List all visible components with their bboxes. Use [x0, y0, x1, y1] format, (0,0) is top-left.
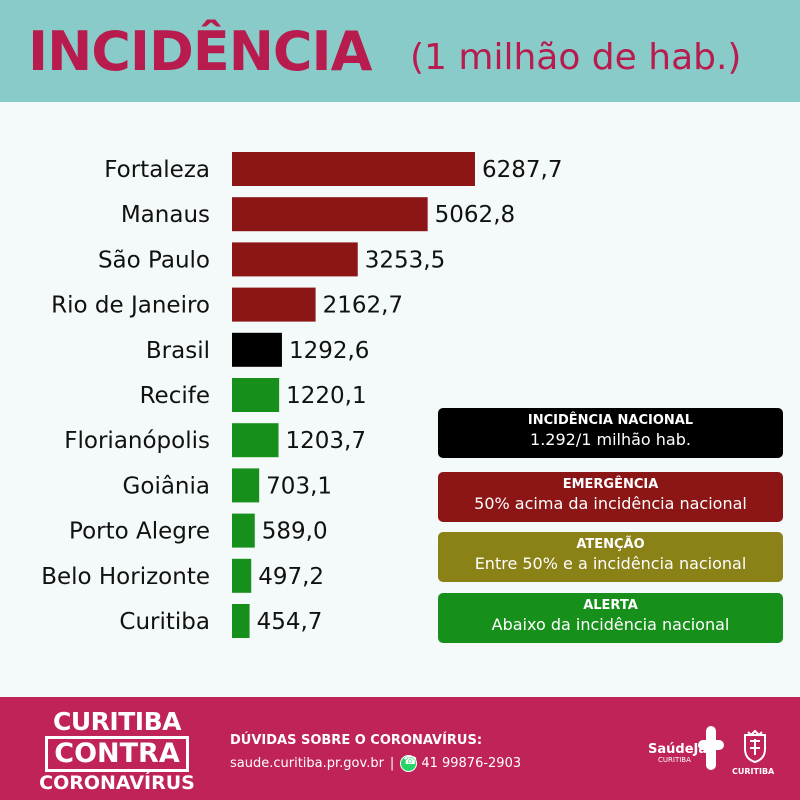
- legend-emergencia: EMERGÊNCIA 50% acima da incidência nacio…: [438, 472, 783, 522]
- category-label-9: Belo Horizonte: [41, 564, 210, 590]
- footer-banner: [0, 697, 800, 800]
- bar-10: [232, 604, 250, 638]
- bar-8: [232, 513, 255, 548]
- legend-atencao-title: ATENÇÃO: [576, 537, 645, 552]
- page-title: INCIDÊNCIA: [28, 20, 372, 83]
- category-label-8: Porto Alegre: [69, 519, 210, 545]
- campaign-logo: CURITIBA CONTRA CORONAVÍRUS: [38, 707, 196, 795]
- contact-line: saude.curitiba.pr.gov.br | 41 99876-2903: [230, 754, 522, 772]
- logo-line-3: CORONAVÍRUS: [39, 772, 195, 794]
- category-label-5: Recife: [140, 383, 210, 409]
- bar-7: [232, 468, 260, 503]
- bar-4: [232, 332, 282, 367]
- category-label-2: São Paulo: [98, 247, 210, 273]
- website-link[interactable]: saude.curitiba.pr.gov.br: [230, 756, 384, 771]
- bar-5: [232, 378, 280, 412]
- incidence-bar-chart: Fortaleza 6287,7 Manaus 5062,8 São Paulo 3253…: [41, 152, 562, 638]
- bar-0: [232, 152, 475, 186]
- header-banner: INCIDÊNCIA (1 milhão de hab.): [0, 0, 800, 102]
- value-label-6: 1203,7: [286, 428, 366, 454]
- legend-atencao-text: Entre 50% e a incidência nacional: [474, 554, 747, 573]
- legend-alerta-text: Abaixo da incidência nacional: [491, 615, 730, 634]
- category-label-7: Goiânia: [123, 473, 210, 499]
- category-label-10: Curitiba: [119, 609, 210, 635]
- value-label-4: 1292,6: [289, 338, 369, 364]
- category-label-3: Rio de Janeiro: [51, 293, 210, 319]
- bar-3: [232, 287, 316, 322]
- bar-9: [232, 558, 252, 593]
- value-label-5: 1220,1: [286, 383, 366, 409]
- value-label-8: 589,0: [262, 519, 328, 545]
- legend-emergencia-text: 50% acima da incidência nacional: [474, 494, 747, 513]
- category-label-0: Fortaleza: [104, 157, 210, 183]
- bar-2: [232, 242, 358, 277]
- saude-ja-logo: SaúdeJá CURITIBA: [648, 726, 724, 770]
- saude-ja-sub: CURITIBA: [658, 756, 691, 764]
- page-subtitle: (1 milhão de hab.): [410, 37, 742, 78]
- category-label-1: Manaus: [121, 202, 210, 228]
- bar-1: [232, 197, 428, 232]
- value-label-1: 5062,8: [435, 202, 515, 228]
- legend-nacional: INCIDÊNCIA NACIONAL 1.292/1 milhão hab.: [438, 408, 783, 458]
- legend-nacional-title: INCIDÊNCIA NACIONAL: [527, 413, 694, 428]
- value-label-0: 6287,7: [482, 157, 562, 183]
- saude-ja-name: SaúdeJá: [648, 742, 708, 757]
- logo-line-2: CONTRA: [45, 736, 189, 772]
- contact-separator: |: [389, 756, 395, 771]
- contact-title: DÚVIDAS SOBRE O CORONAVÍRUS:: [230, 733, 483, 748]
- phone-number[interactable]: 41 99876-2903: [421, 756, 522, 771]
- bar-6: [232, 423, 279, 458]
- legend-atencao: ATENÇÃO Entre 50% e a incidência naciona…: [438, 532, 783, 582]
- crest-label: CURITIBA: [732, 767, 775, 776]
- health-cross-icon: [698, 726, 724, 770]
- legend-emergencia-title: EMERGÊNCIA: [562, 477, 659, 492]
- category-label-6: Florianópolis: [64, 428, 210, 454]
- legend-alerta-title: ALERTA: [583, 598, 638, 613]
- value-label-9: 497,2: [258, 564, 324, 590]
- city-crest-icon: [744, 729, 766, 763]
- value-label-7: 703,1: [266, 473, 332, 499]
- legend-nacional-text: 1.292/1 milhão hab.: [530, 430, 691, 449]
- logo-line-1: CURITIBA: [53, 707, 181, 736]
- value-label-10: 454,7: [257, 609, 323, 635]
- value-label-3: 2162,7: [323, 293, 403, 319]
- legend-alerta: ALERTA Abaixo da incidência nacional: [438, 593, 783, 643]
- whatsapp-icon: [400, 754, 418, 772]
- value-label-2: 3253,5: [365, 247, 445, 273]
- category-label-4: Brasil: [146, 338, 210, 364]
